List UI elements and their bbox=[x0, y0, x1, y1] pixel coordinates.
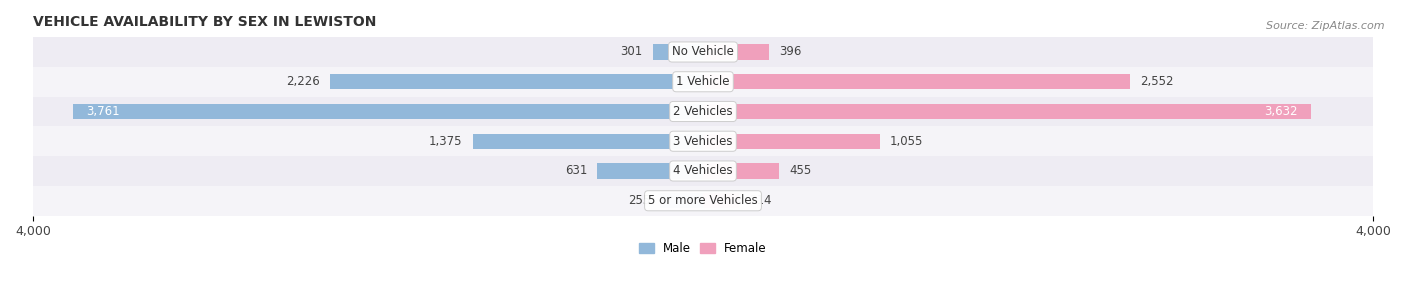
Bar bbox=[661, 193, 703, 208]
Bar bbox=[598, 163, 703, 179]
Bar bbox=[32, 97, 1374, 126]
Bar bbox=[652, 44, 703, 60]
Text: 396: 396 bbox=[779, 46, 801, 58]
Bar bbox=[703, 74, 1130, 89]
Text: VEHICLE AVAILABILITY BY SEX IN LEWISTON: VEHICLE AVAILABILITY BY SEX IN LEWISTON bbox=[32, 15, 377, 29]
Bar bbox=[472, 133, 703, 149]
Text: Source: ZipAtlas.com: Source: ZipAtlas.com bbox=[1267, 21, 1385, 32]
Bar bbox=[32, 37, 1374, 67]
Text: 631: 631 bbox=[565, 165, 588, 177]
Text: 4 Vehicles: 4 Vehicles bbox=[673, 165, 733, 177]
Text: 255: 255 bbox=[628, 194, 650, 207]
Bar bbox=[703, 193, 738, 208]
Text: 2,552: 2,552 bbox=[1140, 75, 1174, 88]
Bar bbox=[703, 133, 880, 149]
Text: 214: 214 bbox=[749, 194, 772, 207]
Text: 3 Vehicles: 3 Vehicles bbox=[673, 135, 733, 148]
Bar bbox=[32, 67, 1374, 97]
Text: 2,226: 2,226 bbox=[287, 75, 321, 88]
Bar bbox=[32, 156, 1374, 186]
Text: 455: 455 bbox=[789, 165, 811, 177]
Text: 1,055: 1,055 bbox=[890, 135, 924, 148]
Bar bbox=[73, 104, 703, 119]
Bar bbox=[703, 163, 779, 179]
Text: No Vehicle: No Vehicle bbox=[672, 46, 734, 58]
Text: 3,632: 3,632 bbox=[1264, 105, 1298, 118]
Text: 1,375: 1,375 bbox=[429, 135, 463, 148]
Bar bbox=[32, 126, 1374, 156]
Bar bbox=[32, 186, 1374, 216]
Text: 5 or more Vehicles: 5 or more Vehicles bbox=[648, 194, 758, 207]
Text: 1 Vehicle: 1 Vehicle bbox=[676, 75, 730, 88]
Text: 2 Vehicles: 2 Vehicles bbox=[673, 105, 733, 118]
Bar bbox=[703, 104, 1312, 119]
Text: 301: 301 bbox=[620, 46, 643, 58]
Bar bbox=[703, 44, 769, 60]
Bar bbox=[330, 74, 703, 89]
Legend: Male, Female: Male, Female bbox=[634, 237, 772, 260]
Text: 3,761: 3,761 bbox=[86, 105, 120, 118]
